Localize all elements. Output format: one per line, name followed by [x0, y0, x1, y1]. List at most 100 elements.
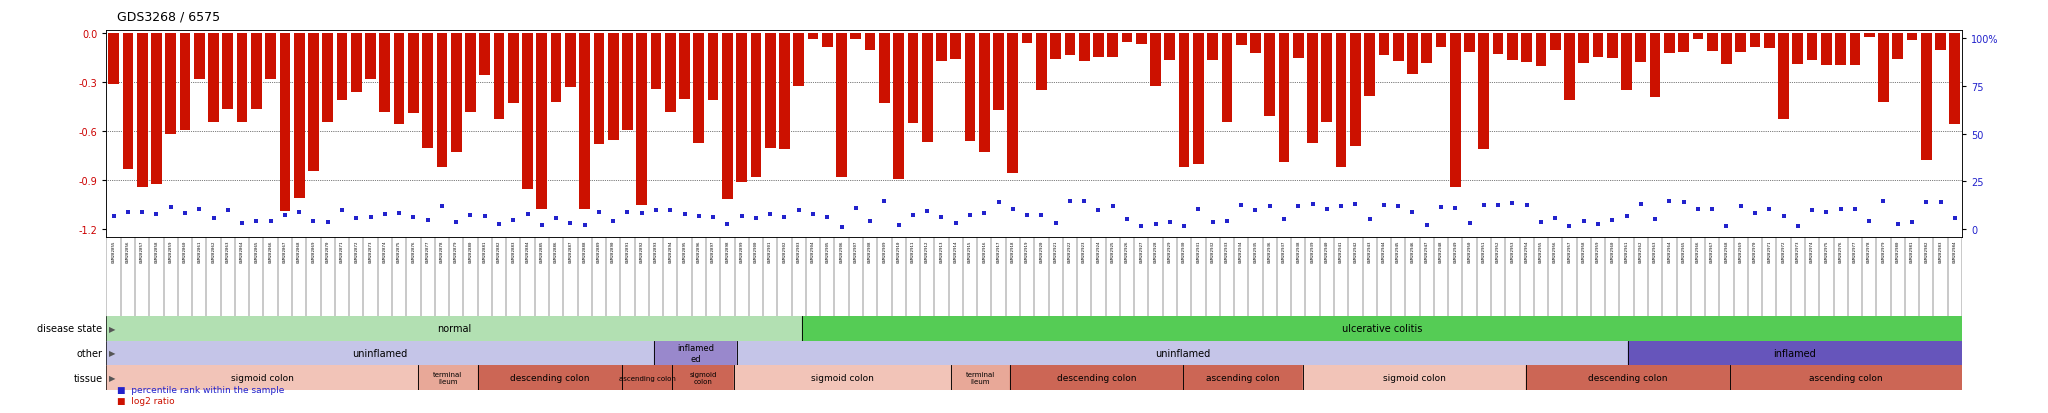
- Point: [1710, 224, 1743, 230]
- Bar: [350, 34, 362, 93]
- Text: GSM282884: GSM282884: [526, 240, 530, 262]
- Text: GSM282975: GSM282975: [1825, 240, 1829, 262]
- Text: GSM282958: GSM282958: [1581, 240, 1585, 262]
- Text: ascending colon: ascending colon: [1808, 373, 1882, 382]
- Bar: [879, 34, 889, 104]
- Point: [1882, 221, 1915, 228]
- Text: GSM282907: GSM282907: [854, 240, 858, 262]
- Bar: [637, 34, 647, 206]
- Point: [1681, 206, 1714, 213]
- Point: [1667, 199, 1700, 205]
- Text: GSM282915: GSM282915: [969, 240, 973, 262]
- Text: other: other: [76, 348, 102, 358]
- Bar: [666, 34, 676, 112]
- Text: ■  percentile rank within the sample: ■ percentile rank within the sample: [117, 385, 285, 394]
- Text: GSM282956: GSM282956: [1552, 240, 1556, 262]
- Text: GSM282931: GSM282931: [1196, 240, 1200, 262]
- Bar: [1393, 34, 1403, 62]
- Text: GSM282981: GSM282981: [1911, 240, 1915, 262]
- Point: [139, 211, 172, 218]
- Text: GSM282925: GSM282925: [1110, 240, 1114, 262]
- Bar: [651, 34, 662, 89]
- Text: GSM282888: GSM282888: [582, 240, 586, 262]
- Text: GSM282910: GSM282910: [897, 240, 901, 262]
- Point: [797, 211, 829, 218]
- Text: GSM282938: GSM282938: [1296, 240, 1300, 262]
- Point: [440, 219, 473, 225]
- Text: GSM282924: GSM282924: [1096, 240, 1100, 262]
- Point: [1538, 216, 1571, 222]
- Text: GSM282860: GSM282860: [182, 240, 186, 262]
- Bar: [1907, 34, 1917, 41]
- Point: [1853, 218, 1886, 225]
- Text: GSM282952: GSM282952: [1497, 240, 1499, 262]
- Point: [311, 219, 344, 225]
- Text: GSM282905: GSM282905: [825, 240, 829, 262]
- Point: [1653, 198, 1686, 205]
- Point: [725, 214, 758, 220]
- Point: [1495, 200, 1528, 207]
- Bar: [307, 34, 319, 172]
- Point: [610, 209, 643, 216]
- Bar: [379, 34, 391, 113]
- Bar: [864, 34, 874, 51]
- Bar: [623, 366, 672, 390]
- Text: uninflamed: uninflamed: [1155, 348, 1210, 358]
- Text: GSM282968: GSM282968: [1724, 240, 1729, 262]
- Bar: [479, 34, 489, 76]
- Point: [811, 214, 844, 221]
- Point: [1153, 219, 1186, 226]
- Bar: [1479, 34, 1489, 149]
- Text: GSM282887: GSM282887: [569, 240, 571, 262]
- Point: [326, 208, 358, 214]
- Bar: [750, 34, 762, 177]
- Point: [1868, 198, 1901, 205]
- Text: GSM282861: GSM282861: [197, 240, 201, 262]
- Bar: [1436, 34, 1446, 47]
- Point: [1839, 206, 1872, 212]
- Bar: [1636, 34, 1647, 63]
- Text: GSM282909: GSM282909: [883, 240, 887, 262]
- Point: [1739, 211, 1772, 217]
- Point: [1524, 219, 1556, 225]
- Text: GSM282891: GSM282891: [625, 240, 629, 262]
- Bar: [551, 34, 561, 102]
- Text: GSM282942: GSM282942: [1354, 240, 1358, 262]
- Point: [1481, 202, 1513, 209]
- Point: [455, 212, 487, 218]
- Bar: [979, 34, 989, 153]
- Point: [1382, 203, 1415, 210]
- Point: [1825, 206, 1858, 212]
- Bar: [1921, 34, 1931, 161]
- Bar: [1536, 34, 1546, 66]
- Text: GSM282979: GSM282979: [1882, 240, 1886, 262]
- Text: GSM282960: GSM282960: [1610, 240, 1614, 262]
- Text: GSM282856: GSM282856: [125, 240, 129, 262]
- Text: GSM282926: GSM282926: [1124, 240, 1128, 262]
- Point: [1182, 206, 1214, 212]
- Text: descending colon: descending colon: [1589, 373, 1667, 382]
- Text: GSM282944: GSM282944: [1382, 240, 1386, 262]
- Bar: [152, 34, 162, 185]
- Point: [498, 217, 530, 223]
- Bar: [1950, 34, 1960, 124]
- Bar: [436, 34, 446, 168]
- Text: GSM282970: GSM282970: [1753, 240, 1757, 262]
- Text: ▶: ▶: [109, 324, 115, 333]
- Point: [926, 214, 958, 221]
- Bar: [803, 316, 1962, 341]
- Text: sigmoid colon: sigmoid colon: [231, 373, 293, 382]
- Bar: [1151, 34, 1161, 86]
- Text: GSM282897: GSM282897: [711, 240, 715, 262]
- Point: [1339, 201, 1372, 208]
- Text: GSM282954: GSM282954: [1524, 240, 1528, 262]
- Point: [154, 204, 186, 211]
- Point: [711, 221, 743, 228]
- Point: [1354, 216, 1386, 223]
- Bar: [821, 34, 834, 48]
- Text: GSM282946: GSM282946: [1411, 240, 1415, 262]
- Text: GSM282962: GSM282962: [1638, 240, 1642, 262]
- Bar: [1022, 34, 1032, 44]
- Text: GSM282976: GSM282976: [1839, 240, 1843, 262]
- Bar: [1493, 34, 1503, 55]
